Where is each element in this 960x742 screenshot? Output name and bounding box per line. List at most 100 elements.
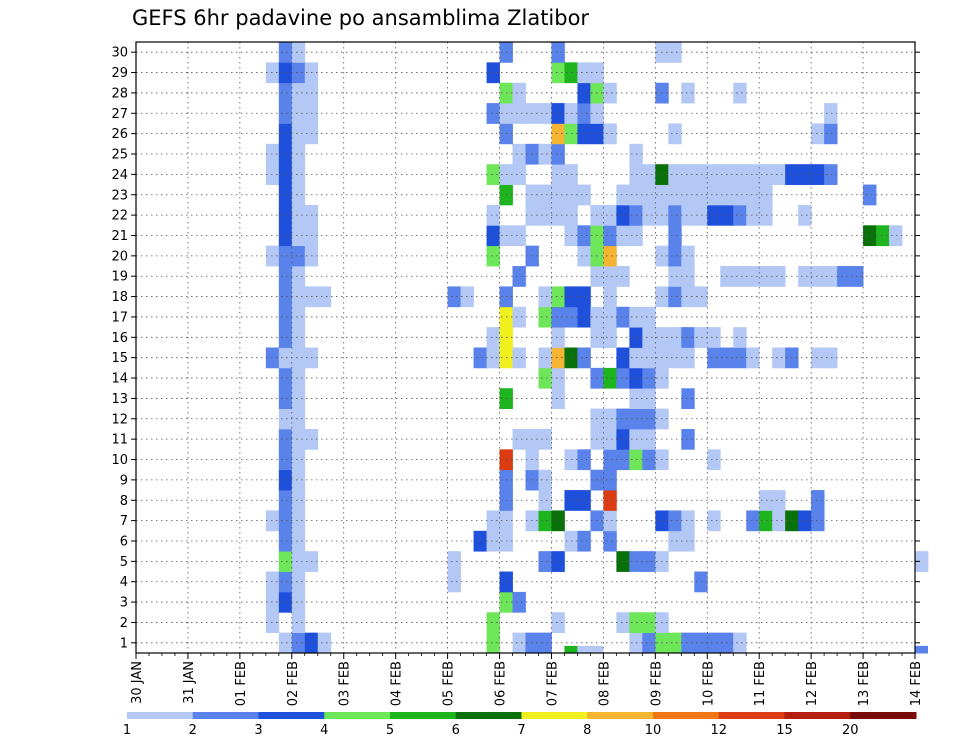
heatmap-edge-cell — [915, 645, 928, 654]
heatmap-cell — [291, 469, 306, 491]
y-tick-label: 9 — [120, 473, 128, 488]
heatmap-cell — [278, 469, 293, 491]
heatmap-cell — [538, 632, 552, 654]
heatmap-cell — [616, 612, 630, 634]
heatmap-cell — [317, 286, 332, 308]
heatmap-cell — [291, 408, 306, 430]
heatmap-cell — [616, 266, 630, 287]
heatmap-cell — [278, 62, 293, 84]
heatmap-cell — [278, 428, 293, 450]
heatmap-cell — [538, 367, 552, 389]
y-tick-label: 30 — [111, 46, 128, 61]
heatmap-cell — [486, 327, 500, 348]
heatmap-cell — [811, 510, 825, 532]
heatmap-cell — [291, 591, 306, 613]
heatmap-cell — [291, 123, 306, 145]
heatmap-cell — [681, 632, 695, 654]
heatmap-cell — [512, 164, 526, 185]
heatmap-cell — [512, 225, 526, 247]
heatmap-cell — [538, 510, 552, 532]
heatmap-cell — [512, 591, 526, 613]
heatmap-cell — [291, 82, 306, 104]
heatmap-cell — [694, 286, 708, 308]
heatmap-cell — [668, 204, 682, 226]
heatmap-cell — [798, 510, 812, 532]
heatmap-cell — [577, 184, 591, 206]
heatmap-cell — [876, 225, 890, 247]
heatmap-cell — [616, 428, 630, 450]
heatmap-cell — [707, 449, 721, 471]
y-tick-label: 26 — [111, 127, 128, 142]
heatmap-cell — [694, 164, 708, 185]
heatmap-cell — [265, 612, 280, 634]
heatmap-cell — [278, 266, 293, 287]
heatmap-cell — [759, 490, 773, 511]
heatmap-cell — [486, 164, 500, 185]
heatmap-cell — [707, 510, 721, 532]
heatmap-cell — [291, 367, 306, 389]
colorbar-label: 20 — [842, 723, 859, 738]
heatmap-cell — [577, 490, 591, 511]
y-tick-label: 5 — [120, 555, 128, 570]
heatmap-cell — [759, 266, 773, 287]
heatmap-cell — [486, 245, 500, 267]
x-tick-label: 03 FEB — [338, 661, 353, 706]
heatmap-cell — [694, 184, 708, 206]
heatmap-cell — [603, 367, 617, 389]
heatmap-cell — [603, 469, 617, 491]
heatmap-cell — [577, 530, 591, 552]
heatmap-cell — [824, 103, 838, 124]
heatmap-cell — [616, 225, 630, 247]
heatmap-cell — [668, 225, 682, 247]
colorbar-segment — [521, 712, 588, 719]
y-tick-label: 22 — [111, 209, 128, 224]
heatmap-cell — [681, 327, 695, 348]
heatmap-cell — [538, 306, 552, 328]
heatmap-cell — [538, 103, 552, 124]
colorbar-segment — [127, 712, 194, 719]
colorbar-segment — [718, 712, 785, 719]
heatmap-cell — [486, 632, 500, 654]
heatmap-cell — [733, 184, 747, 206]
heatmap-cell — [642, 388, 656, 409]
heatmap-cell — [668, 266, 682, 287]
y-tick-label: 7 — [120, 514, 128, 529]
heatmap-cell — [551, 123, 565, 145]
x-tick-label: 13 FEB — [857, 661, 872, 706]
y-tick-label: 27 — [111, 107, 128, 122]
heatmap-cell — [915, 551, 929, 572]
heatmap-cell — [668, 327, 682, 348]
heatmap-cell — [668, 164, 682, 185]
y-tick-label: 4 — [120, 575, 128, 590]
heatmap-cell — [772, 164, 786, 185]
x-tick-label: 30 JAN — [130, 661, 145, 704]
heatmap-cell — [486, 62, 500, 84]
heatmap-cell — [447, 286, 461, 308]
heatmap-cell — [512, 82, 526, 104]
heatmap-cell — [668, 286, 682, 308]
heatmap-cell — [291, 143, 306, 165]
heatmap-cell — [668, 510, 682, 532]
heatmap-cell — [512, 306, 526, 328]
heatmap-cell — [824, 123, 838, 145]
heatmap-cell — [473, 530, 487, 552]
heatmap-cell — [265, 347, 280, 369]
colorbar-segment — [258, 712, 325, 719]
heatmap-cell — [642, 612, 656, 634]
heatmap-cell — [889, 225, 903, 247]
heatmap-cell — [278, 530, 293, 552]
heatmap-cell — [291, 428, 306, 450]
heatmap-cell — [603, 327, 617, 348]
x-tick-label: 10 FEB — [701, 661, 716, 706]
heatmap-cell — [668, 184, 682, 206]
heatmap-cell — [746, 204, 760, 226]
heatmap-cell — [707, 204, 721, 226]
heatmap-cell — [759, 510, 773, 532]
heatmap-cell — [291, 490, 306, 511]
heatmap-cell — [707, 347, 721, 369]
x-tick-label: 06 FEB — [494, 661, 509, 706]
heatmap-cell — [746, 184, 760, 206]
heatmap-cell — [694, 571, 708, 593]
heatmap-cell — [603, 225, 617, 247]
